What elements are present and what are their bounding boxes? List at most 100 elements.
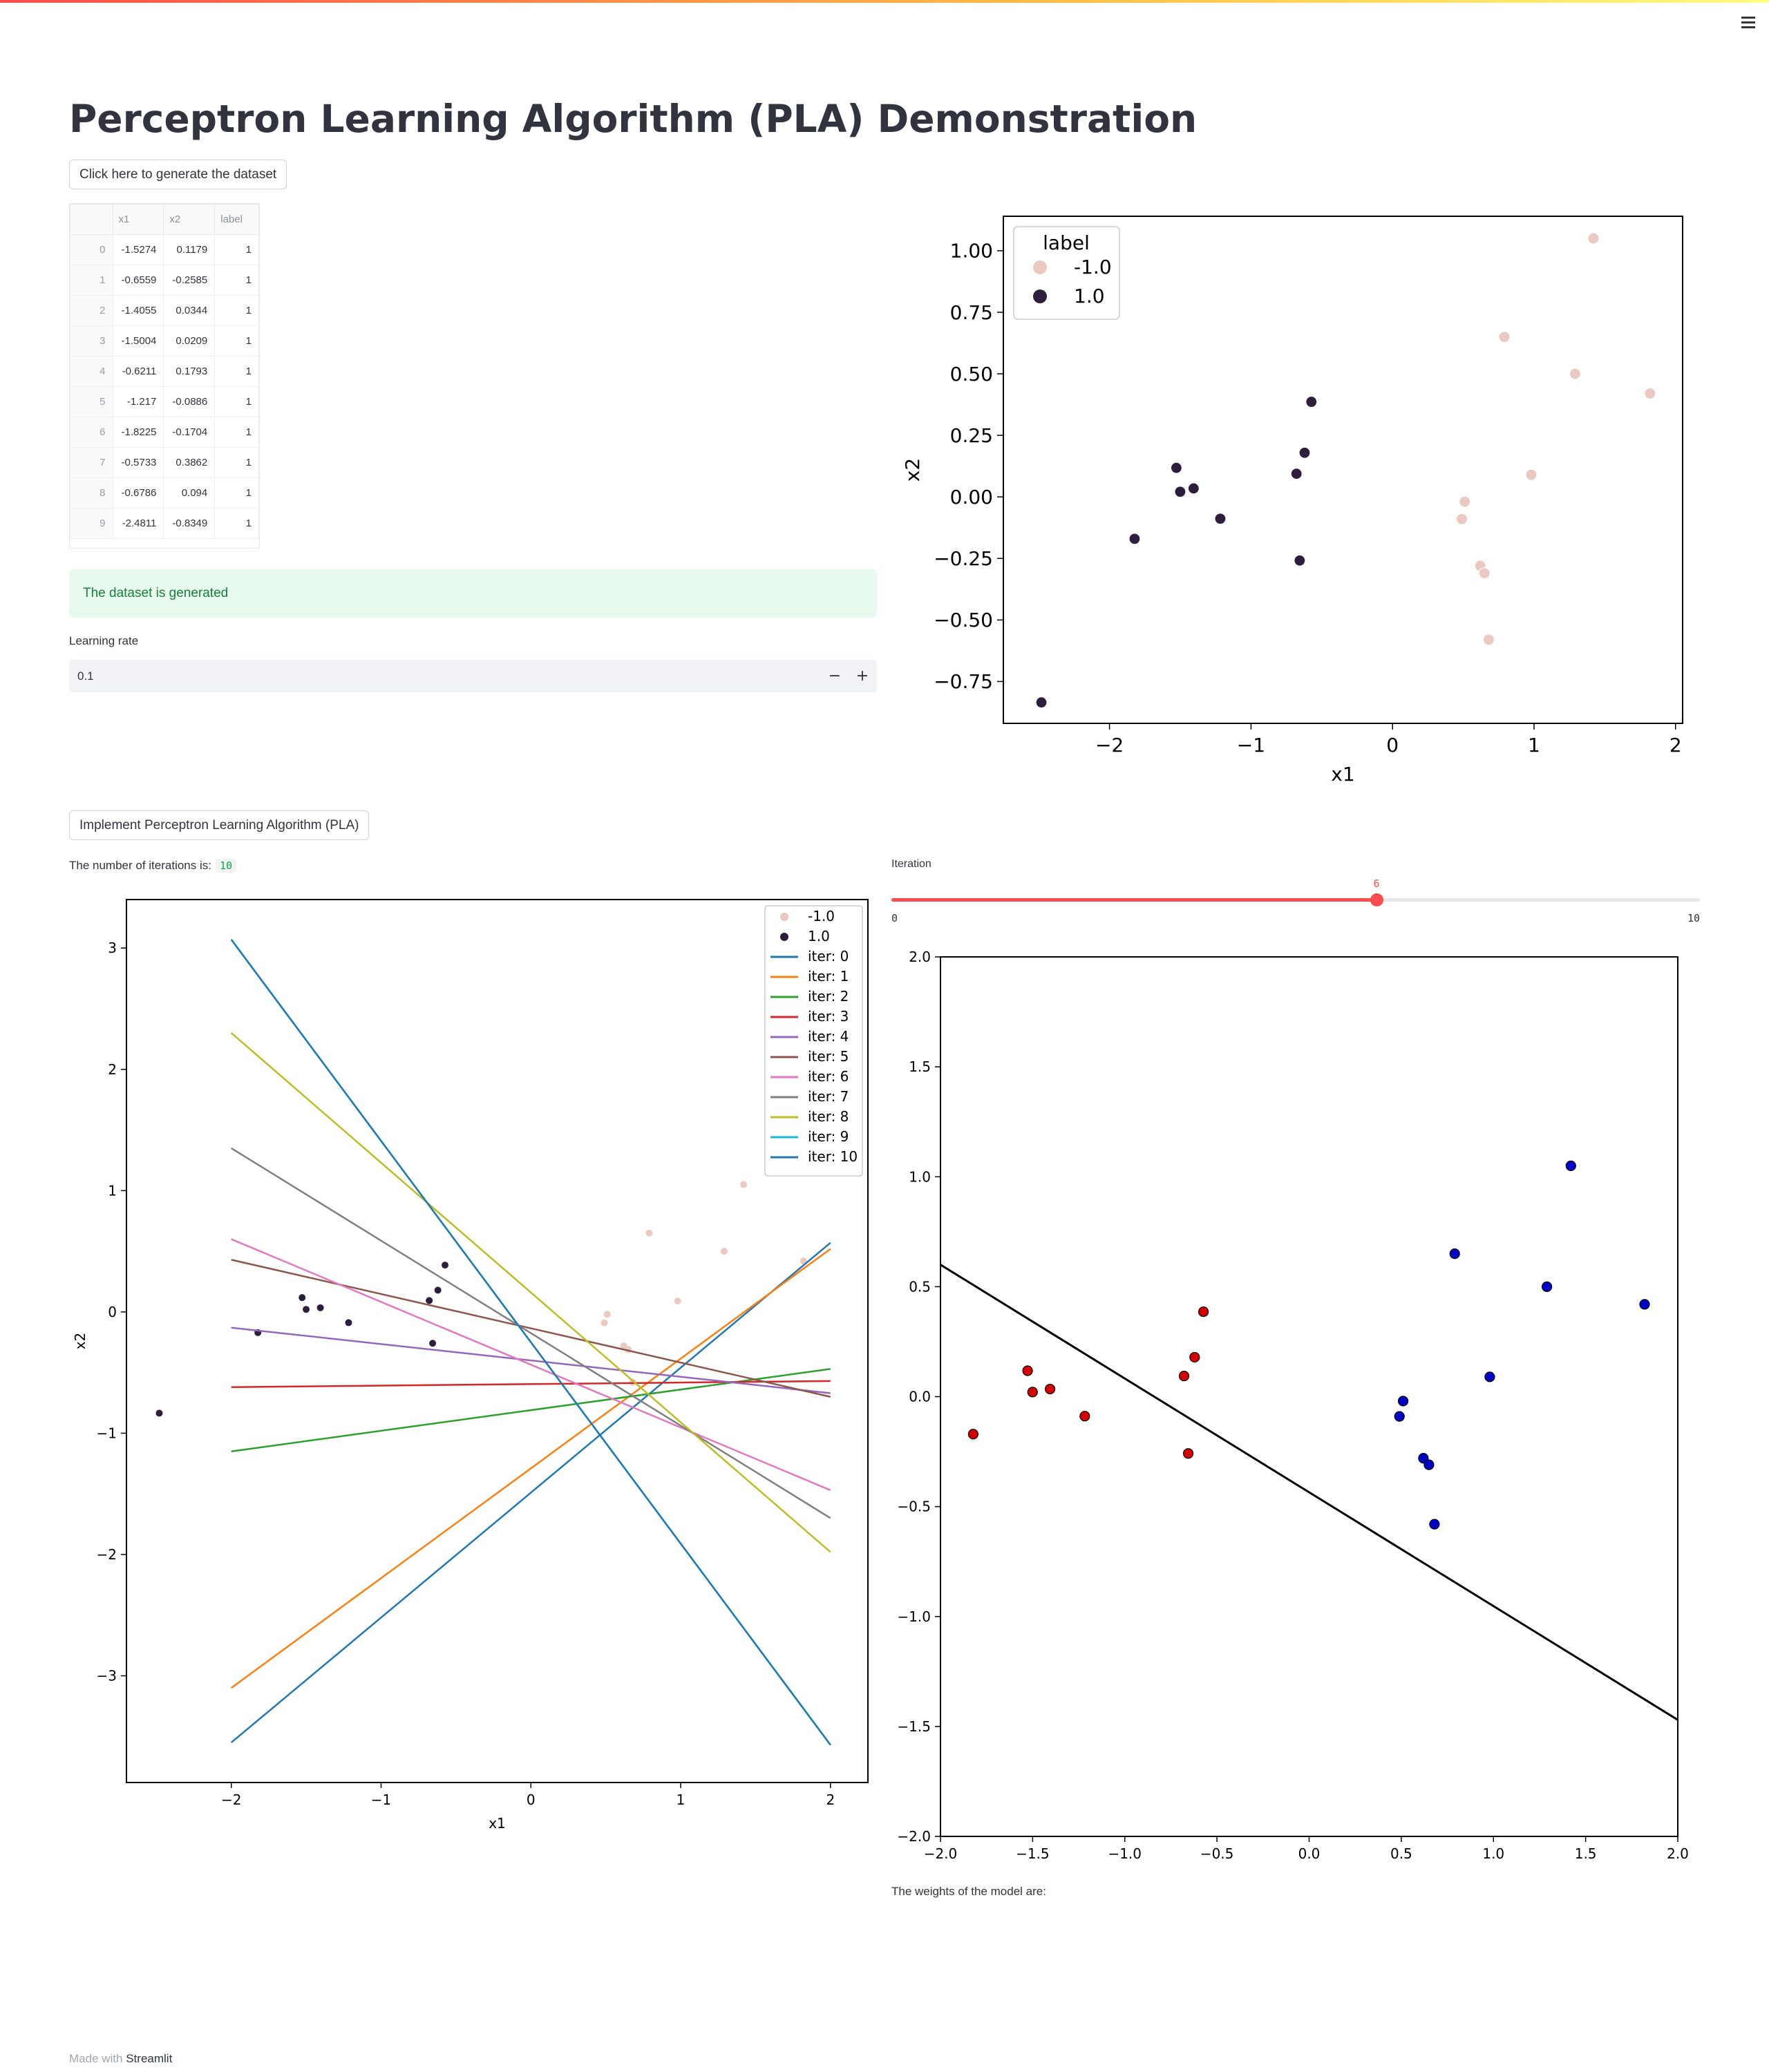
decrement-button[interactable]: − (828, 667, 842, 685)
table-cell: 1 (214, 417, 259, 448)
table-cell: -1.217 (112, 386, 164, 417)
data-point (720, 1248, 728, 1255)
row-index-cell: 6 (70, 417, 113, 448)
table-cell: 1 (214, 265, 259, 296)
x-tick-label: −0.5 (1200, 1845, 1234, 1862)
data-point (1587, 232, 1600, 245)
table-cell: 0.1793 (163, 356, 216, 387)
data-point (1294, 554, 1306, 567)
data-point (740, 1181, 748, 1188)
table-cell: 1 (214, 508, 259, 539)
table-row[interactable]: 3 -1.5004 0.0209 1 (70, 325, 259, 357)
table-cell: -0.6211 (112, 356, 164, 387)
table-row[interactable]: 0 -1.5274 0.1179 1 (70, 234, 259, 265)
data-point (1397, 1396, 1409, 1407)
table-cell: 1 (214, 356, 259, 387)
legend-entry: iter: 2 (808, 988, 849, 1005)
x-axis-label: x1 (1331, 763, 1354, 786)
hamburger-menu-icon[interactable] (1739, 12, 1761, 35)
plot-layer (155, 939, 831, 1746)
legend-entry: iter: 0 (808, 948, 849, 964)
x-tick-label: 1.5 (1575, 1845, 1597, 1862)
x-tick-label: 0 (1386, 734, 1399, 757)
table-row[interactable]: 5 -1.217 -0.0886 1 (70, 386, 259, 417)
y-tick-label: 1.5 (909, 1058, 931, 1075)
data-point (1198, 1306, 1209, 1318)
slider-min: 0 (891, 912, 898, 924)
y-tick-label: −0.75 (934, 670, 993, 693)
y-tick-label: 1.00 (950, 240, 993, 263)
page-title: Perceptron Learning Algorithm (PLA) Demo… (69, 97, 1198, 141)
legend-entry: iter: 8 (808, 1108, 849, 1125)
legend-marker (780, 913, 788, 921)
learning-rate-value[interactable]: 0.1 (77, 669, 94, 683)
x-tick-label: 2 (1669, 734, 1682, 757)
table-row[interactable]: 7 -0.5733 0.3862 1 (70, 447, 259, 478)
generate-dataset-button[interactable]: Click here to generate the dataset (69, 160, 287, 189)
plot-area (940, 957, 1678, 1836)
row-index-cell: 8 (70, 477, 113, 509)
y-tick-label: 1 (108, 1182, 117, 1199)
increment-button[interactable]: + (855, 667, 869, 685)
dataset-scatter-chart: −2 −1 0 1 2 −0.75 −0.50 −0.25 0.00 0.25 0.50 0.75 1.… (905, 216, 1683, 786)
table-row[interactable]: 4 -0.6211 0.1793 1 (70, 356, 259, 387)
implement-pla-button[interactable]: Implement Perceptron Learning Algorithm … (69, 810, 370, 840)
table-header-cell[interactable]: x2 (163, 204, 216, 235)
streamlit-link[interactable]: Streamlit (126, 2052, 173, 2065)
learning-rate-input[interactable]: 0.1 − + (69, 660, 877, 692)
dataset-table[interactable]: x1 x2 label 0 -1.5274 0.1179 1 1 -0.6559 -0.2585… (69, 203, 260, 549)
data-point (1478, 567, 1491, 580)
data-point (1639, 1299, 1650, 1310)
data-point (299, 1294, 306, 1302)
y-tick-label: 0.50 (950, 363, 993, 386)
y-tick-label: −0.25 (934, 547, 993, 570)
legend-frame (764, 905, 863, 1177)
data-point (155, 1409, 163, 1417)
y-tick-label: −3 (97, 1668, 117, 1684)
data-point (1189, 1351, 1200, 1363)
table-cell: -0.1704 (163, 417, 216, 448)
y-tick-label: −0.5 (897, 1499, 931, 1515)
y-tick-label: 0.0 (909, 1389, 931, 1405)
iterations-label: The number of iterations is: (69, 859, 211, 872)
data-point (1423, 1459, 1435, 1470)
legend-entry: iter: 9 (808, 1128, 849, 1145)
slider-thumb[interactable] (1370, 893, 1383, 906)
data-point (1022, 1365, 1033, 1376)
table-cell: 1 (214, 386, 259, 417)
legend-entry: iter: 7 (808, 1088, 849, 1105)
table-header-cell[interactable]: label (214, 204, 259, 235)
plot-area (126, 900, 868, 1783)
table-cell: 0.3862 (163, 447, 216, 478)
table-cell: 0.0209 (163, 325, 216, 357)
x-tick-label: 2.0 (1667, 1845, 1689, 1862)
legend-entry: iter: 4 (808, 1028, 849, 1045)
table-row[interactable]: 9 -2.4811 -0.8349 1 (70, 508, 259, 539)
data-point (429, 1340, 437, 1347)
pla-iterations-chart: −2 −1 0 1 2 −3 −2 −1 0 1 2 3 x1 x2 -1.0 1.0 iter: 0 iter:… (72, 899, 869, 1832)
iterations-value: 10 (215, 859, 237, 873)
x-tick-label: −2 (221, 1791, 241, 1808)
legend-entry: 1.0 (808, 928, 830, 944)
iteration-line (230, 1032, 831, 1553)
iteration-line (230, 1242, 831, 1744)
table-row[interactable]: 8 -0.6786 0.094 1 (70, 477, 259, 509)
data-point (603, 1311, 611, 1318)
iteration-line (231, 1238, 831, 1492)
row-index-cell: 3 (70, 325, 113, 357)
table-cell: 1 (214, 447, 259, 478)
table-row[interactable]: 2 -1.4055 0.0344 1 (70, 295, 259, 326)
table-header-cell[interactable]: x1 (112, 204, 164, 235)
y-tick-label: −2 (97, 1546, 117, 1563)
legend-marker (1033, 260, 1047, 274)
iteration-line (231, 1259, 831, 1398)
slider-current-value: 6 (1373, 877, 1380, 890)
data-point (1214, 513, 1227, 525)
table-row[interactable]: 6 -1.8225 -0.1704 1 (70, 417, 259, 448)
table-header-cell[interactable] (70, 204, 113, 235)
table-row[interactable]: 1 -0.6559 -0.2585 1 (70, 265, 259, 296)
data-point (1178, 1370, 1190, 1382)
x-tick-label: −1.0 (1108, 1845, 1142, 1862)
iteration-slider[interactable]: 6 0 10 (891, 877, 1700, 926)
weights-label: The weights of the model are: (891, 1885, 1046, 1898)
